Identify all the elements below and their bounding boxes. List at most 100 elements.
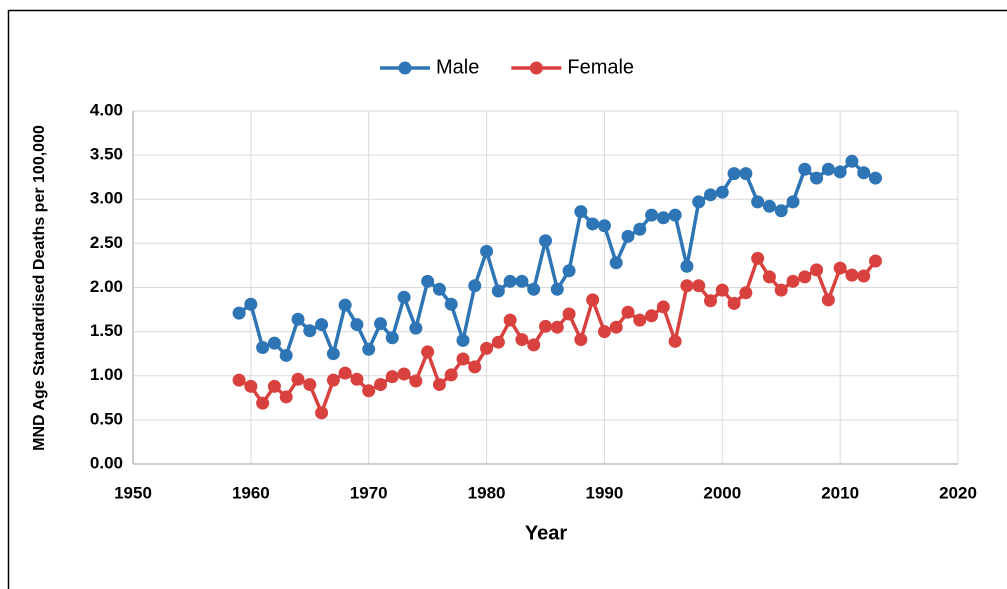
data-point: [798, 270, 812, 284]
data-point: [421, 345, 435, 359]
data-point: [279, 348, 293, 362]
data-point: [609, 320, 623, 334]
data-point: [704, 188, 717, 202]
data-point: [303, 378, 317, 392]
data-point: [656, 211, 670, 225]
data-point: [362, 384, 376, 398]
data-point: [810, 263, 824, 277]
data-point: [527, 282, 541, 296]
data-point: [833, 165, 847, 179]
data-point: [692, 195, 706, 209]
data-point: [385, 331, 399, 345]
data-point: [645, 208, 659, 222]
data-point: [798, 162, 812, 176]
legend-label: Male: [436, 56, 479, 78]
data-point: [315, 406, 329, 420]
data-point: [821, 293, 835, 307]
data-point: [432, 282, 446, 296]
data-point: [562, 307, 576, 321]
data-point: [468, 360, 482, 374]
x-tick-label: 1960: [232, 483, 270, 502]
data-point: [350, 318, 364, 332]
data-point: [715, 283, 729, 297]
legend-marker: [398, 61, 412, 75]
data-point: [774, 204, 788, 218]
data-point: [409, 321, 423, 335]
data-point: [597, 325, 611, 339]
data-point: [315, 318, 329, 332]
data-point: [727, 296, 741, 310]
legend-marker: [529, 61, 543, 75]
data-point: [491, 335, 505, 349]
data-point: [232, 373, 246, 387]
data-point: [574, 333, 588, 347]
data-point: [633, 222, 647, 236]
y-tick-label: 1.50: [90, 321, 123, 340]
data-point: [562, 264, 576, 278]
data-point: [751, 195, 765, 209]
data-point: [656, 300, 670, 314]
x-axis-label: Year: [525, 522, 567, 544]
data-point: [668, 334, 682, 348]
x-tick-label: 2000: [703, 483, 741, 502]
y-tick-label: 1.00: [90, 365, 123, 384]
y-tick-label: 4.00: [90, 100, 123, 119]
data-point: [444, 297, 458, 311]
data-point: [597, 219, 611, 233]
data-point: [786, 274, 800, 288]
data-point: [539, 319, 552, 333]
data-point: [409, 374, 423, 388]
data-point: [267, 379, 281, 393]
x-tick-label: 1950: [114, 483, 152, 502]
data-point: [680, 259, 694, 273]
data-point: [692, 279, 706, 293]
y-tick-label: 2.00: [90, 277, 123, 296]
data-point: [362, 342, 376, 356]
data-point: [869, 254, 882, 268]
data-point: [279, 390, 293, 404]
data-point: [786, 195, 800, 209]
data-point: [503, 274, 517, 288]
x-tick-label: 2020: [939, 483, 977, 502]
data-point: [244, 297, 258, 311]
data-point: [586, 293, 600, 307]
data-point: [845, 268, 859, 282]
x-tick-label: 1980: [468, 483, 506, 502]
x-tick-label: 2010: [821, 483, 859, 502]
data-point: [503, 313, 517, 327]
data-point: [845, 154, 859, 168]
data-point: [480, 244, 494, 258]
data-point: [256, 396, 270, 410]
data-point: [338, 298, 352, 312]
data-point: [574, 205, 588, 219]
data-point: [374, 317, 387, 331]
data-point: [751, 251, 765, 265]
data-point: [432, 378, 446, 392]
data-point: [739, 286, 753, 300]
data-point: [456, 333, 470, 347]
data-point: [727, 167, 741, 181]
data-point: [385, 370, 399, 384]
data-point: [527, 338, 541, 352]
x-tick-label: 1990: [586, 483, 624, 502]
y-axis-label: MND Age Standardised Deaths per 100,000: [31, 125, 48, 451]
data-point: [397, 367, 411, 381]
data-point: [338, 366, 352, 380]
data-point: [586, 217, 600, 231]
data-point: [645, 309, 659, 323]
data-point: [621, 305, 635, 319]
data-point: [291, 372, 305, 386]
data-point: [515, 274, 529, 288]
y-tick-label: 0.00: [90, 453, 123, 472]
data-point: [374, 378, 387, 392]
data-point: [491, 284, 505, 298]
data-point: [480, 341, 494, 355]
x-tick-label: 1970: [350, 483, 388, 502]
data-point: [715, 185, 729, 199]
data-point: [869, 171, 882, 185]
data-point: [303, 324, 317, 338]
data-point: [326, 373, 340, 387]
data-point: [621, 229, 635, 243]
data-point: [539, 234, 552, 248]
